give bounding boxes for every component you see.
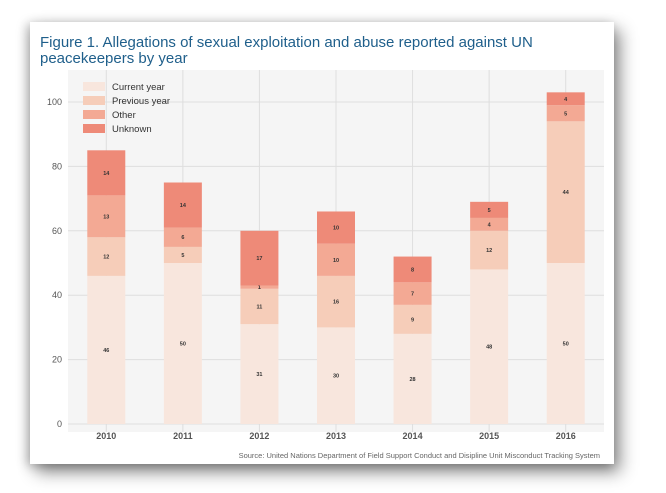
bar-segment <box>393 333 432 424</box>
x-tick-label: 2011 <box>173 431 193 441</box>
legend-swatch <box>83 124 105 133</box>
data-label: 14 <box>103 171 110 177</box>
bar-segment <box>470 201 509 218</box>
bar-segment <box>163 227 202 247</box>
bar-segment <box>240 230 279 286</box>
data-label: 10 <box>333 258 339 264</box>
y-tick-label: 40 <box>52 290 62 300</box>
bar-segment <box>317 327 355 424</box>
bar-segment <box>317 243 355 276</box>
source-note: Source: United Nations Department of Fie… <box>238 451 600 460</box>
bar-segment <box>240 285 279 289</box>
data-label: 7 <box>411 292 414 298</box>
data-label: 16 <box>333 300 339 306</box>
data-label: 28 <box>410 377 416 383</box>
bar-segment <box>87 150 126 196</box>
figure-title: Figure 1. Allegations of sexual exploita… <box>40 34 533 67</box>
bar-segment <box>163 246 202 263</box>
data-label: 46 <box>103 348 109 354</box>
data-label: 14 <box>180 203 187 209</box>
data-label: 1 <box>258 285 261 291</box>
y-tick-label: 80 <box>52 161 62 171</box>
legend-swatch <box>83 96 105 105</box>
data-label: 44 <box>563 190 570 196</box>
data-label: 12 <box>486 248 492 254</box>
bar-segment <box>470 269 509 424</box>
legend-swatch <box>83 82 105 91</box>
data-label: 12 <box>103 255 109 261</box>
legend-label: Previous year <box>112 96 170 107</box>
data-label: 50 <box>180 342 186 348</box>
data-label: 10 <box>333 226 339 232</box>
bar-segment <box>546 263 585 424</box>
data-label: 5 <box>488 208 491 214</box>
y-tick-label: 100 <box>47 97 62 107</box>
data-label: 13 <box>103 214 109 220</box>
y-tick-label: 0 <box>57 419 62 429</box>
data-label: 4 <box>488 222 492 228</box>
x-tick-label: 2010 <box>96 431 116 441</box>
bar-segment <box>393 256 432 283</box>
x-tick-label: 2012 <box>249 431 269 441</box>
bar-segment <box>163 182 202 228</box>
data-label: 48 <box>486 345 492 351</box>
x-tick-label: 2014 <box>403 431 423 441</box>
data-label: 4 <box>564 97 568 103</box>
legend-swatch <box>83 110 105 119</box>
data-label: 30 <box>333 374 339 380</box>
bar-segment <box>393 304 432 334</box>
legend-label: Other <box>112 110 136 121</box>
bar-segment <box>546 105 585 122</box>
x-tick-label: 2013 <box>326 431 346 441</box>
bar-segment <box>163 263 202 424</box>
y-tick-label: 20 <box>52 355 62 365</box>
bar-segment <box>470 217 509 231</box>
bar-segment <box>87 237 126 276</box>
data-label: 31 <box>256 372 262 378</box>
y-tick-label: 60 <box>52 226 62 236</box>
legend-label: Unknown <box>112 124 152 135</box>
legend-label: Current year <box>112 82 165 93</box>
data-label: 8 <box>411 267 414 273</box>
bar-segment <box>240 324 279 424</box>
x-tick-label: 2016 <box>556 431 576 441</box>
bar-segment <box>546 92 585 106</box>
data-label: 11 <box>257 304 263 310</box>
bar-segment <box>470 230 509 270</box>
data-label: 9 <box>411 317 414 323</box>
data-label: 5 <box>181 253 184 259</box>
data-label: 17 <box>256 256 262 262</box>
bar-segment <box>317 275 355 328</box>
bar-segment <box>393 282 432 305</box>
data-label: 50 <box>563 342 569 348</box>
bar-segment <box>240 288 279 325</box>
stacked-bar-chart: 0204060801004612131420105056142011311111… <box>47 70 604 441</box>
x-tick-label: 2015 <box>479 431 499 441</box>
bar-segment <box>87 275 126 424</box>
bar-segment <box>317 211 355 244</box>
bar-segment <box>546 121 585 263</box>
bar-segment <box>87 195 126 238</box>
figure-card: Figure 1. Allegations of sexual exploita… <box>30 22 614 464</box>
data-label: 6 <box>181 235 184 241</box>
data-label: 5 <box>564 111 567 117</box>
